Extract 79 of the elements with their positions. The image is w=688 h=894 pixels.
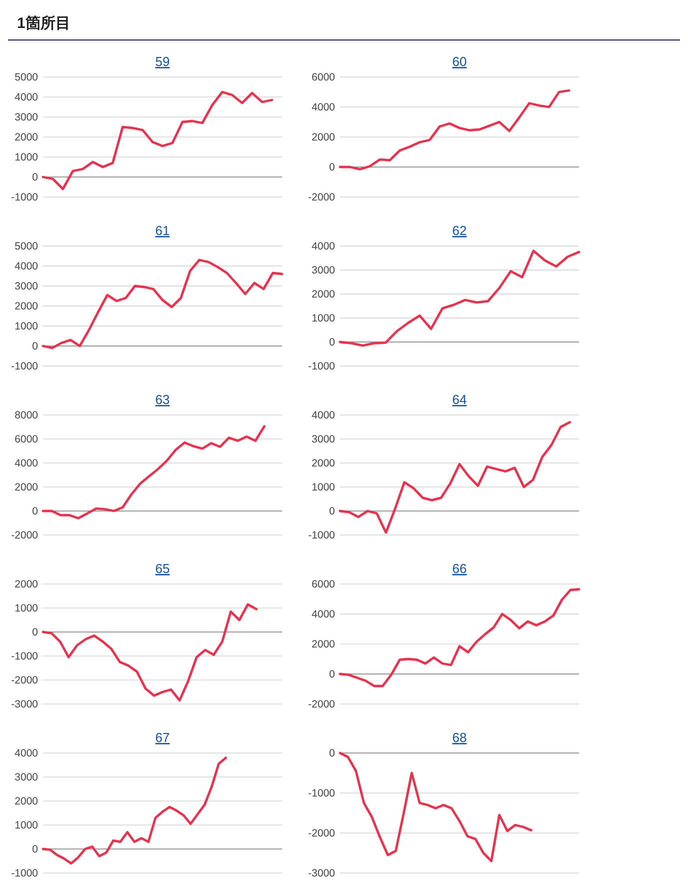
y-tick-label: 2000	[14, 132, 38, 144]
y-tick-label: 1000	[312, 312, 336, 325]
y-tick-label: 0	[32, 626, 38, 639]
y-tick-label: -1000	[308, 530, 336, 542]
y-tick-label: 0	[329, 748, 336, 760]
y-tick-label: -2000	[11, 530, 38, 542]
y-tick-label: -1000	[11, 360, 38, 373]
y-tick-label: -1000	[308, 788, 336, 800]
y-tick-label: 0	[329, 162, 336, 174]
line-series	[42, 756, 227, 865]
y-tick-label: 4000	[312, 240, 336, 253]
line-series	[42, 603, 258, 702]
y-tick-label: 6000	[312, 578, 336, 591]
line-series	[338, 250, 580, 347]
y-tick-label: 2000	[312, 132, 336, 144]
y-tick-label: -2000	[308, 192, 336, 204]
y-tick-label: 4000	[14, 748, 38, 760]
y-tick-label: 4000	[312, 608, 336, 621]
chart-title: 61	[155, 223, 170, 238]
line-series	[42, 258, 284, 350]
line-series	[338, 752, 532, 862]
y-tick-label: 3000	[14, 772, 38, 784]
line-series	[338, 588, 580, 688]
y-tick-label: 4000	[312, 102, 336, 114]
y-tick-label: 2000	[312, 458, 336, 470]
y-tick-label: -1000	[11, 868, 38, 880]
line-series	[338, 89, 570, 170]
text: 1箇所目	[17, 15, 70, 32]
y-tick-label: -2000	[308, 828, 336, 840]
chart-title: 65	[155, 561, 170, 576]
y-tick-label: 1000	[14, 820, 38, 832]
line-series	[42, 425, 266, 520]
y-tick-label: 1000	[14, 320, 38, 333]
y-tick-label: 2000	[312, 638, 336, 651]
y-tick-label: 5000	[14, 240, 38, 253]
y-tick-label: 2000	[14, 482, 38, 494]
chart-title: 68	[452, 730, 467, 745]
y-tick-label: 3000	[312, 434, 336, 446]
line-series	[42, 90, 274, 190]
y-tick-label: 0	[32, 172, 38, 184]
y-tick-label: 3000	[312, 264, 336, 277]
chart-title: 67	[155, 730, 170, 745]
y-tick-label: 5000	[14, 72, 38, 84]
y-tick-label: -2000	[11, 674, 38, 687]
y-tick-label: 2000	[14, 578, 38, 591]
y-tick-label: 4000	[14, 260, 38, 273]
y-tick-label: -1000	[11, 192, 38, 204]
y-tick-label: 4000	[312, 410, 336, 422]
y-tick-label: 0	[329, 668, 336, 681]
y-tick-label: 0	[329, 336, 336, 349]
chart-title: 63	[155, 392, 170, 407]
y-tick-label: -3000	[308, 868, 336, 880]
chart-title: 60	[452, 54, 467, 69]
y-tick-label: 6000	[312, 72, 336, 84]
y-tick-label: -3000	[11, 698, 38, 711]
y-tick-label: 3000	[14, 280, 38, 293]
y-tick-label: 2000	[14, 796, 38, 808]
line-series	[338, 421, 572, 534]
y-tick-label: 1000	[312, 482, 336, 494]
y-tick-label: 1000	[14, 602, 38, 615]
y-tick-label: 6000	[14, 434, 38, 446]
y-tick-label: -1000	[308, 360, 336, 373]
y-tick-label: 0	[329, 506, 336, 518]
chart-title: 64	[452, 392, 467, 407]
y-tick-label: 0	[32, 340, 38, 353]
y-tick-label: 8000	[14, 410, 38, 422]
y-tick-label: 4000	[14, 458, 38, 470]
y-tick-label: 2000	[312, 288, 336, 301]
y-tick-label: -1000	[11, 650, 38, 663]
y-tick-label: 0	[32, 844, 38, 856]
chart-title: 62	[452, 223, 467, 238]
y-tick-label: 2000	[14, 300, 38, 313]
y-tick-label: -2000	[308, 698, 336, 711]
y-tick-label: 1000	[14, 152, 38, 164]
y-tick-label: 0	[32, 506, 38, 518]
y-tick-label: 3000	[14, 112, 38, 124]
chart-title: 59	[155, 54, 170, 69]
y-tick-label: 4000	[14, 92, 38, 104]
chart-title: 66	[452, 561, 467, 576]
